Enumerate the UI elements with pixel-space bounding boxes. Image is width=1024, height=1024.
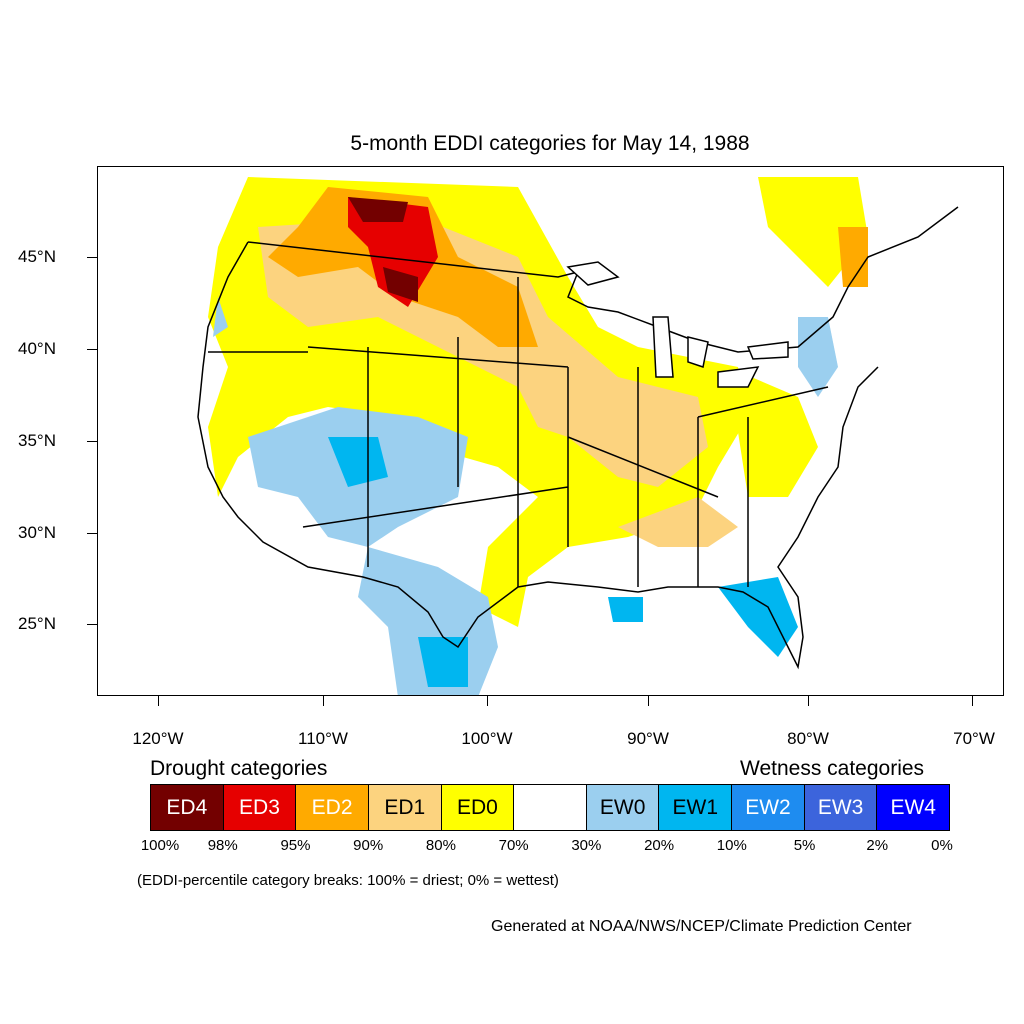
lat-label-30n: 30°N: [18, 523, 56, 542]
percentile-label: 10%: [716, 837, 747, 854]
lon-label-120w: 120°W: [132, 729, 184, 748]
percentile-label: 95%: [280, 837, 311, 854]
percentile-label: 90%: [353, 837, 384, 854]
lon-label-100w: 100°W: [461, 729, 513, 748]
legend-swatch-ed3: ED3: [223, 785, 297, 830]
legend-swatch-ed1: ED1: [368, 785, 442, 830]
lon-label-70w: 70°W: [953, 729, 995, 748]
map-title: 5-month EDDI categories for May 14, 1988: [350, 132, 750, 155]
legend-swatch-ew2: EW2: [732, 785, 805, 830]
percentile-label: 2%: [866, 837, 889, 854]
lat-label-35n: 35°N: [18, 431, 56, 450]
lat-label-25n: 25°N: [18, 614, 56, 633]
ew1-region: [328, 437, 798, 687]
legend-swatch-ed4: ED4: [151, 785, 224, 830]
ed1-region: [258, 217, 738, 547]
wetness-heading: Wetness categories: [740, 757, 925, 780]
category-colorbar: ED4 ED3 ED2 ED1 ED0 EW0 EW1 EW2 EW3 EW4: [150, 784, 950, 831]
lon-label-90w: 90°W: [627, 729, 669, 748]
lon-tick: [158, 696, 159, 706]
credit-line: Generated at NOAA/NWS/NCEP/Climate Predi…: [491, 918, 912, 935]
legend-swatch-ed2: ED2: [296, 785, 369, 830]
ed4-region: [348, 197, 418, 302]
map-panel: [97, 166, 1004, 696]
percentile-label: 98%: [207, 837, 238, 854]
lon-tick: [972, 696, 973, 706]
lat-label-40n: 40°N: [18, 339, 56, 358]
lat-tick: [87, 349, 97, 350]
lat-tick: [87, 624, 97, 625]
lat-tick: [87, 533, 97, 534]
legend-swatch-ew4: EW4: [877, 785, 950, 830]
lat-label-45n: 45°N: [18, 247, 56, 266]
legend-swatch-neutral: [514, 785, 587, 830]
legend-swatch-ew1: EW1: [659, 785, 733, 830]
drought-heading: Drought categories: [150, 757, 328, 780]
lon-tick: [648, 696, 649, 706]
lat-tick: [87, 257, 97, 258]
eddi-map: [197, 177, 959, 695]
lon-tick: [323, 696, 324, 706]
great-lakes: [566, 261, 789, 388]
lon-label-110w: 110°W: [298, 729, 348, 748]
lon-tick: [487, 696, 488, 706]
legend-swatch-ew0: EW0: [586, 785, 660, 830]
category-note: (EDDI-percentile category breaks: 100% =…: [137, 872, 559, 889]
percentile-label: 0%: [931, 837, 953, 854]
legend-swatch-ed0: ED0: [441, 785, 515, 830]
percentile-label: 80%: [425, 837, 456, 854]
lon-label-80w: 80°W: [787, 729, 829, 748]
lat-tick: [87, 441, 97, 442]
percentile-label: 30%: [571, 837, 602, 854]
percentile-label: 5%: [793, 837, 816, 854]
percentile-label: 20%: [644, 837, 675, 854]
percentile-label: 70%: [498, 837, 529, 854]
lon-tick: [808, 696, 809, 706]
percentile-label: 100%: [140, 837, 180, 854]
legend-swatch-ew3: EW3: [804, 785, 878, 830]
